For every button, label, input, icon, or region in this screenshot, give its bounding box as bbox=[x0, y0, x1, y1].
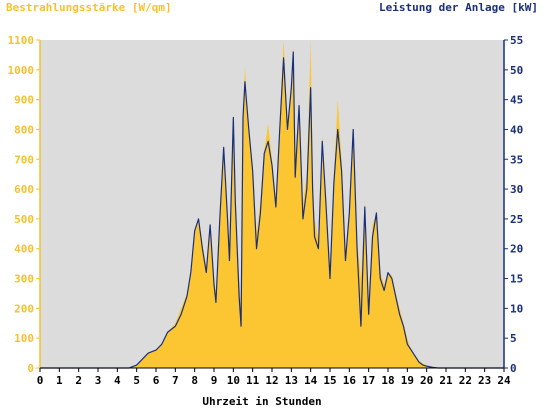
x-tick-label: 20 bbox=[420, 374, 433, 387]
left-tick-label: 400 bbox=[14, 243, 34, 256]
left-tick-label: 0 bbox=[27, 362, 34, 375]
right-tick-label: 40 bbox=[510, 123, 523, 136]
x-tick-label: 18 bbox=[381, 374, 394, 387]
left-tick-label: 100 bbox=[14, 332, 34, 345]
x-tick-label: 16 bbox=[343, 374, 357, 387]
x-tick-label: 2 bbox=[75, 374, 82, 387]
x-tick-label: 21 bbox=[439, 374, 453, 387]
x-tick-label: 12 bbox=[265, 374, 278, 387]
right-tick-label: 0 bbox=[510, 362, 517, 375]
x-tick-label: 6 bbox=[153, 374, 160, 387]
left-tick-label: 1000 bbox=[8, 64, 35, 77]
x-tick-label: 17 bbox=[362, 374, 375, 387]
x-tick-label: 23 bbox=[478, 374, 491, 387]
x-tick-label: 19 bbox=[401, 374, 414, 387]
x-tick-label: 3 bbox=[95, 374, 102, 387]
right-tick-label: 25 bbox=[510, 213, 523, 226]
right-tick-label: 20 bbox=[510, 243, 523, 256]
x-tick-label: 15 bbox=[323, 374, 336, 387]
right-tick-label: 45 bbox=[510, 94, 523, 107]
right-tick-label: 30 bbox=[510, 183, 523, 196]
x-tick-label: 24 bbox=[497, 374, 511, 387]
left-tick-label: 800 bbox=[14, 123, 34, 136]
x-axis-label: Uhrzeit in Stunden bbox=[202, 395, 321, 408]
right-axis-label: Leistung der Anlage [kW] bbox=[379, 1, 538, 14]
left-tick-label: 900 bbox=[14, 94, 34, 107]
x-tick-label: 9 bbox=[211, 374, 218, 387]
x-tick-label: 10 bbox=[227, 374, 240, 387]
power-line bbox=[40, 51, 504, 369]
left-axis-label: Bestrahlungsstärke [W/qm] bbox=[6, 1, 172, 14]
right-tick-label: 5 bbox=[510, 332, 517, 345]
power-line-layer bbox=[40, 51, 504, 369]
left-tick-label: 200 bbox=[14, 302, 34, 315]
left-tick-label: 700 bbox=[14, 153, 34, 166]
left-tick-label: 300 bbox=[14, 273, 34, 286]
x-tick-label: 7 bbox=[172, 374, 179, 387]
x-tick-label: 0 bbox=[37, 374, 44, 387]
left-tick-label: 500 bbox=[14, 213, 34, 226]
left-tick-label: 600 bbox=[14, 183, 34, 196]
right-axis-ticks: 0 5 10 15 20 25 30 35 40 45 50 55 bbox=[504, 34, 523, 375]
x-tick-label: 14 bbox=[304, 374, 318, 387]
x-axis-ticks: 0 1 2 3 4 5 6 7 8 9 10 11 12 13 14 15 16 17 18 19 20 21 22 23 24 bbox=[37, 368, 511, 387]
x-tick-label: 22 bbox=[459, 374, 472, 387]
x-tick-label: 13 bbox=[285, 374, 298, 387]
x-tick-label: 1 bbox=[56, 374, 63, 387]
x-tick-label: 11 bbox=[246, 374, 260, 387]
right-tick-label: 10 bbox=[510, 302, 523, 315]
x-tick-label: 4 bbox=[114, 374, 121, 387]
left-tick-label: 1100 bbox=[8, 34, 35, 47]
irradiance-area-layer bbox=[40, 40, 504, 368]
right-tick-label: 35 bbox=[510, 153, 523, 166]
right-tick-label: 50 bbox=[510, 64, 523, 77]
x-tick-label: 8 bbox=[191, 374, 198, 387]
x-tick-label: 5 bbox=[133, 374, 140, 387]
right-tick-label: 55 bbox=[510, 34, 523, 47]
right-tick-label: 15 bbox=[510, 273, 523, 286]
left-axis-ticks: 0 100 200 300 400 500 600 700 800 900 1000 1100 bbox=[8, 34, 40, 375]
irradiance-area bbox=[40, 40, 504, 368]
